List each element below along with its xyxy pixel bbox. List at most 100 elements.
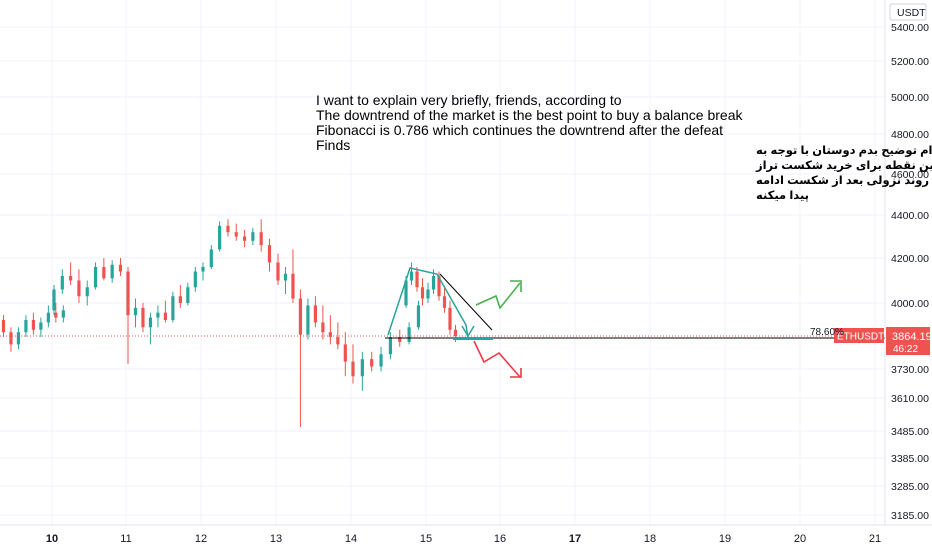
candle-body	[431, 276, 436, 290]
candle-body	[110, 264, 114, 279]
x-tick-label: 10	[46, 533, 58, 545]
annotation-english-line: Finds	[316, 137, 350, 153]
candle-body	[85, 287, 89, 297]
candle-body	[291, 273, 295, 299]
candle-body	[420, 287, 425, 299]
currency-box	[889, 3, 927, 21]
candle-body	[54, 312, 58, 318]
y-tick-label: 3485.00	[891, 426, 929, 438]
y-tick-label: 3610.00	[891, 393, 929, 405]
candle-body	[126, 271, 130, 316]
y-tick-label: 4800.00	[891, 129, 929, 141]
y-tick-label: 4200.00	[891, 253, 929, 265]
candle-body	[343, 344, 347, 362]
x-tick-label: 21	[869, 533, 881, 545]
x-tick-label: 14	[345, 533, 357, 545]
candle-body	[398, 337, 402, 342]
y-tick-label: 3730.00	[891, 364, 929, 376]
candle-body	[31, 320, 35, 330]
arrow-up-head-icon	[510, 280, 522, 292]
candle-body	[60, 276, 64, 290]
candle-body	[448, 307, 452, 330]
zone-arrow-icon	[461, 325, 475, 338]
candle-body	[226, 225, 230, 233]
x-tick-label: 18	[644, 533, 656, 545]
trend-line	[439, 273, 493, 331]
arrow-up-path	[475, 282, 521, 310]
y-tick-label: 4600.00	[891, 169, 929, 181]
candle-body	[193, 271, 197, 288]
candle-body	[437, 276, 441, 297]
price-badge	[886, 327, 930, 355]
candle-body	[16, 332, 21, 345]
x-tick-label: 19	[719, 533, 731, 545]
y-tick-label: 5400.00	[891, 22, 929, 34]
annotation-english-line: The downtrend of the market is the best …	[316, 107, 743, 123]
annotation-english-line: I want to explain very briefly, friends,…	[316, 92, 622, 108]
candle-body	[118, 264, 123, 272]
candle-body	[328, 332, 332, 338]
candle-body	[242, 236, 247, 241]
candle-body	[61, 310, 65, 318]
candle-body	[453, 329, 458, 336]
annotations: 78.60% I want to explain very briefly, fr…	[316, 92, 932, 338]
candle-body	[259, 232, 263, 246]
y-tick-label: 4000.00	[891, 298, 929, 310]
arrow-down-head-icon	[510, 368, 522, 378]
x-tick-label: 17	[569, 533, 581, 545]
candle-body	[178, 296, 182, 303]
candle-body	[360, 359, 364, 377]
price-label: 3864.19	[892, 331, 932, 343]
candle-body	[209, 249, 213, 267]
candle-body	[24, 320, 28, 333]
grid	[0, 0, 885, 525]
candle-body	[442, 296, 447, 308]
candle-body	[133, 307, 138, 316]
x-tick-label: 11	[120, 533, 131, 545]
annotation-persian-line: شراط نزولی بازار بهترین نقطه برای خرید ش…	[755, 160, 932, 173]
candles	[1, 219, 458, 428]
candle-body	[407, 327, 411, 342]
x-tick-label: 15	[420, 533, 432, 545]
candle-body	[1, 320, 6, 333]
candle-body	[186, 287, 190, 303]
annotation-persian-line: پیدا میکنه	[756, 190, 809, 202]
annotation-english-line: Fibonacci is 0.786 which continues the d…	[316, 122, 723, 138]
candle-body	[379, 354, 383, 367]
candle-body	[416, 305, 421, 328]
candle-body	[388, 337, 392, 355]
candle-body	[93, 267, 98, 288]
y-tick-label: 4400.00	[891, 210, 929, 222]
x-tick-label: 13	[270, 533, 282, 545]
candle-body	[351, 361, 355, 377]
candle-body	[276, 262, 280, 281]
symbol-label: ETHUSDT	[837, 332, 884, 343]
arrow-down-path	[473, 340, 521, 378]
candle-body	[283, 273, 288, 281]
symbol-badge	[834, 328, 884, 343]
currency-label: USDT	[897, 7, 926, 19]
candle-body	[404, 280, 408, 306]
candle-body	[336, 337, 340, 345]
fib-level-label: 78.60%	[810, 327, 844, 338]
y-tick-label: 3185.00	[891, 510, 929, 522]
annotation-persian-line: فیبوناچی 0.786 هستش که روند نزولی بعد از…	[756, 175, 932, 188]
candle-body	[409, 271, 414, 281]
candle-body	[39, 322, 43, 330]
candle-body	[156, 312, 160, 318]
drawings	[0, 267, 885, 378]
candle-body	[46, 312, 50, 323]
candle-body	[426, 289, 430, 299]
candle-body	[52, 289, 56, 311]
candle-body	[171, 296, 175, 321]
candle-body	[321, 322, 325, 333]
candle-body	[163, 312, 167, 321]
candle-body	[306, 305, 310, 335]
candle-body	[234, 232, 238, 237]
candle-body	[201, 267, 205, 272]
candle-body	[77, 280, 81, 297]
candle-body	[370, 359, 374, 367]
